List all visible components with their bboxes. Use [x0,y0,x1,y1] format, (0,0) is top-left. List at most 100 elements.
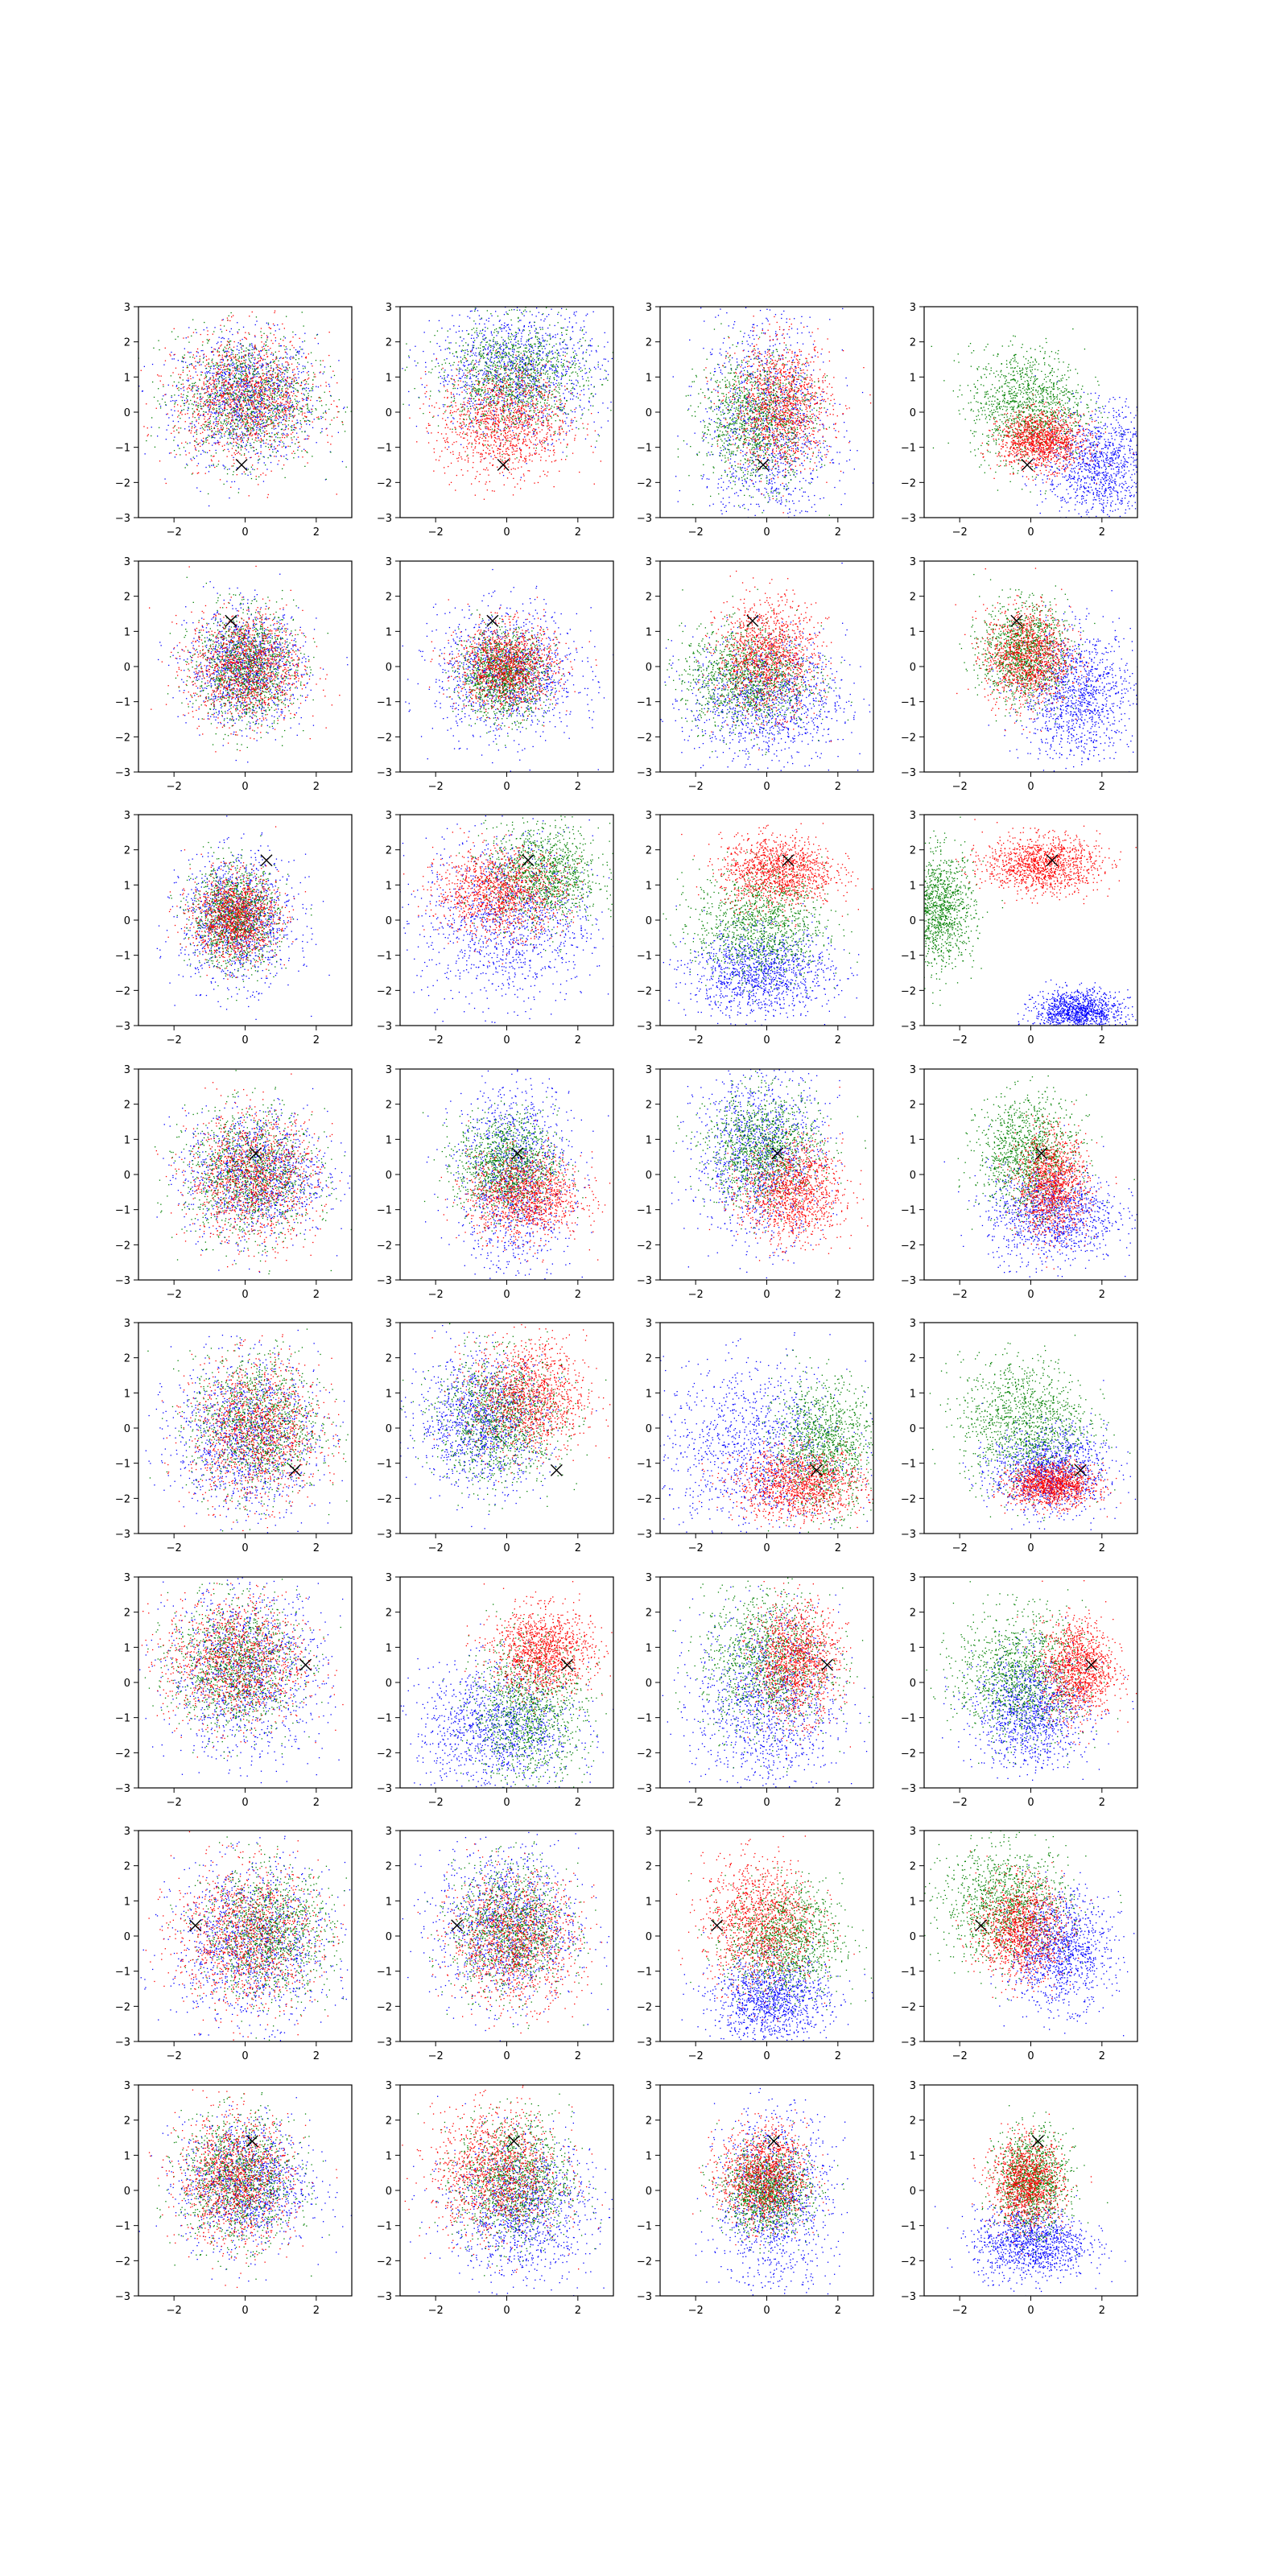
point [569,317,570,318]
point [209,429,210,430]
point [264,434,265,435]
point [166,439,167,440]
point [227,392,228,393]
point [225,380,226,381]
point [195,447,196,448]
point [185,467,186,468]
x-marker [236,460,247,471]
point [212,393,213,394]
point [554,400,555,401]
point [218,378,219,379]
point [292,336,293,337]
point [225,418,226,419]
point [254,384,255,385]
point [510,426,511,427]
point [288,406,289,407]
point [254,419,255,420]
point [212,402,213,403]
point [484,399,485,400]
point [270,388,271,389]
point [331,377,332,378]
point [203,403,204,404]
point [252,427,253,428]
point [213,401,214,402]
point [173,427,174,428]
point [582,378,583,379]
point [200,401,201,402]
point [146,440,147,441]
point [318,386,319,387]
point [499,352,500,353]
point [221,385,222,386]
point [247,413,248,414]
point [241,449,242,450]
point [203,358,204,359]
point [224,365,225,366]
point [240,363,241,364]
point [208,379,209,380]
point [312,390,313,391]
point [436,343,437,344]
point [270,446,271,447]
point [266,337,267,338]
point [603,378,604,379]
point [478,385,479,386]
point [553,382,554,383]
point [221,390,222,391]
point [252,381,253,382]
point [219,419,220,420]
point [503,475,504,476]
point [187,389,188,390]
point [207,390,208,391]
point [234,412,235,413]
point [261,408,262,409]
point [176,385,177,386]
point [278,409,279,410]
point [488,347,489,348]
point [294,436,295,437]
point [309,424,310,425]
point [498,304,499,305]
point [523,351,524,352]
point [251,402,252,403]
point [209,370,210,371]
point [232,334,233,335]
point [519,310,520,311]
point [235,406,236,407]
point [270,378,271,379]
point [450,342,451,343]
point [254,357,255,358]
point [270,385,271,386]
point [274,447,275,448]
point [533,397,534,398]
point [518,356,519,357]
point [319,397,320,398]
point [277,324,278,325]
point [266,350,267,351]
point [298,442,299,443]
point [316,417,317,418]
point [227,456,228,457]
point [280,380,281,381]
point [245,428,246,429]
point [285,407,286,408]
point [275,436,276,437]
point [290,416,291,417]
point [213,386,214,387]
point [231,481,232,482]
point [472,350,473,351]
point [249,385,250,386]
point [245,448,246,449]
point [298,447,299,448]
point [270,421,271,422]
point [256,404,257,405]
point [248,422,249,423]
point [231,421,232,422]
point [429,320,430,321]
point [271,409,272,410]
point [605,371,606,372]
point [233,407,234,408]
point [250,429,251,430]
point [286,370,287,371]
point [266,352,267,353]
